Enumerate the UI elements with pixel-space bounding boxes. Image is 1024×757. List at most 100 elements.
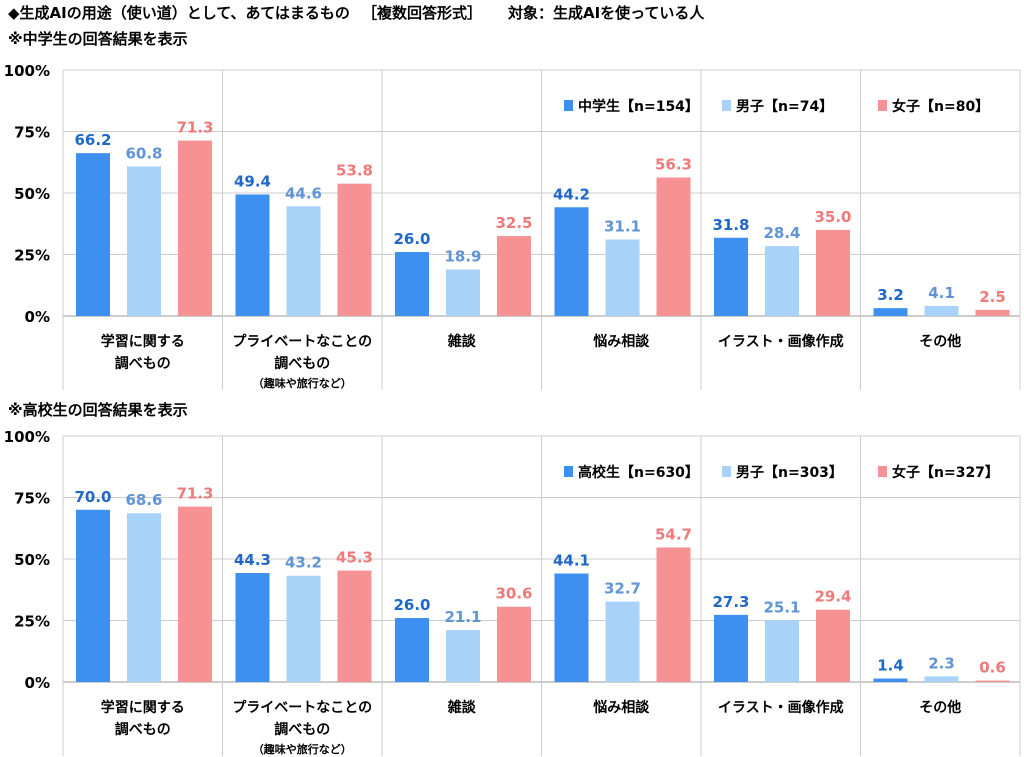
chart2-bar xyxy=(554,573,589,682)
chart2-legend-label: 女子【n=327】 xyxy=(892,464,999,481)
chart2-category-label: 調べもの xyxy=(115,721,171,738)
chart2-value-label: 26.0 xyxy=(393,596,430,614)
chart2-bar xyxy=(497,606,531,682)
chart2-legend-label: 高校生【n=630】 xyxy=(578,464,699,481)
chart2-bar xyxy=(337,570,372,682)
chart1-legend-swatch xyxy=(564,100,573,111)
chart1-value-label: 2.5 xyxy=(979,288,1006,306)
chart1-legend-label: 中学生【n=154】 xyxy=(578,98,699,115)
chart1-bar xyxy=(235,194,270,316)
chart1-category-label: 調べもの xyxy=(274,355,330,372)
title-main: ◆生成AIの用途（使い道）として、あてはまるもの xyxy=(8,4,350,22)
chart1-subtitle: ※中学生の回答結果を表示 xyxy=(8,30,188,48)
chart1-bar xyxy=(924,305,959,316)
chart1-bar xyxy=(605,239,640,316)
chart1-value-label: 44.2 xyxy=(553,185,590,203)
chart1-ytick-label: 75% xyxy=(14,124,50,142)
chart1-ytick-label: 100% xyxy=(4,62,50,80)
chart2-bar xyxy=(873,678,908,682)
chart1-value-label: 3.2 xyxy=(877,286,904,304)
chart2-bar xyxy=(816,609,850,682)
chart1-category-label: 悩み相談 xyxy=(593,333,650,350)
chart1-value-label: 18.9 xyxy=(444,248,481,266)
chart2-bar xyxy=(235,573,270,682)
chart1-legend-label: 女子【n=80】 xyxy=(892,98,989,115)
chart1-category-label: 学習に関する xyxy=(101,333,185,350)
chart2-ytick-label: 50% xyxy=(14,551,50,569)
chart1-value-label: 4.1 xyxy=(928,284,955,302)
chart2-category-label: その他 xyxy=(919,699,961,716)
chart2-category-label: 悩み相談 xyxy=(593,699,650,716)
chart1-value-label: 44.6 xyxy=(285,184,322,202)
chart2-value-label: 2.3 xyxy=(928,654,955,672)
chart2-bar xyxy=(395,618,429,682)
chart2-category-label: 学習に関する xyxy=(101,699,185,716)
chart2-bar xyxy=(76,509,110,682)
chart2-value-label: 44.1 xyxy=(553,552,590,570)
chart1-bar xyxy=(76,153,110,316)
chart1-value-label: 31.8 xyxy=(712,216,749,234)
chart2-legend-label: 男子【n=303】 xyxy=(736,465,843,481)
chart2-ytick-label: 100% xyxy=(4,428,50,446)
chart2-value-label: 30.6 xyxy=(495,585,532,603)
chart1-value-label: 28.4 xyxy=(763,224,800,242)
chart1-value-label: 66.2 xyxy=(74,131,111,149)
chart1-category-label: その他 xyxy=(919,333,961,350)
chart1-bar xyxy=(656,177,691,316)
chart2-bar xyxy=(286,575,321,682)
chart2-legend-swatch xyxy=(722,466,731,477)
chart2-bar xyxy=(975,680,1010,682)
chart2-ytick-label: 25% xyxy=(14,613,50,631)
chart2-value-label: 71.3 xyxy=(176,485,213,503)
chart1-category-label: 雑談 xyxy=(447,333,477,350)
chart2-value-label: 21.1 xyxy=(444,608,481,626)
chart2-category-label: 雑談 xyxy=(447,699,477,716)
chart2-bar xyxy=(446,630,480,682)
chart2-value-label: 25.1 xyxy=(763,598,800,616)
chart1-bar xyxy=(497,236,531,316)
chart2-bar xyxy=(656,547,691,682)
chart2-value-label: 43.2 xyxy=(285,554,322,572)
chart2-category-note: （趣味や旅行など） xyxy=(253,742,352,756)
chart2-value-label: 68.6 xyxy=(125,491,162,509)
chart1-bar xyxy=(127,166,161,316)
chart1-value-label: 53.8 xyxy=(336,162,373,180)
chart2-value-label: 32.7 xyxy=(604,580,641,598)
chart2-value-label: 70.0 xyxy=(74,488,111,506)
chart2-ytick-label: 0% xyxy=(25,674,50,692)
chart1-bar xyxy=(286,206,321,316)
chart2-category-label: イラスト・画像作成 xyxy=(718,699,844,716)
chart2-bar xyxy=(127,513,161,682)
chart1-bar xyxy=(178,140,212,316)
chart1-value-label: 26.0 xyxy=(393,230,430,248)
chart2-category-label: プライベートなことの xyxy=(232,700,372,716)
chart2-value-label: 45.3 xyxy=(336,549,373,567)
chart1-bar xyxy=(554,207,589,316)
chart1-ytick-label: 50% xyxy=(14,185,50,203)
chart2-bar xyxy=(605,601,640,682)
chart1-bar xyxy=(873,308,908,316)
chart1-bar xyxy=(395,252,429,316)
chart2-bar xyxy=(178,506,212,682)
chart-title: ◆生成AIの用途（使い道）として、あてはまるもの ［複数回答形式］ 対象：生成AIを… xyxy=(8,2,704,23)
chart2-subtitle: ※高校生の回答結果を表示 xyxy=(8,401,188,419)
chart2-value-label: 54.7 xyxy=(655,525,692,543)
chart1-value-label: 60.8 xyxy=(125,144,162,162)
chart1-ytick-label: 25% xyxy=(14,247,50,265)
chart2-category-label: 調べもの xyxy=(274,721,330,738)
chart1-value-label: 35.0 xyxy=(814,208,851,226)
chart1-category-label: 調べもの xyxy=(115,355,171,372)
chart1-category-label: プライベートなことの xyxy=(232,334,372,350)
chart1-value-label: 56.3 xyxy=(655,156,692,174)
chart2-ytick-label: 75% xyxy=(14,490,50,508)
chart1-bar xyxy=(337,183,372,316)
chart2-value-label: 27.3 xyxy=(712,593,749,611)
chart1-category-label: イラスト・画像作成 xyxy=(718,333,844,350)
chart2-value-label: 44.3 xyxy=(234,551,271,569)
chart1-category-note: （趣味や旅行など） xyxy=(253,376,352,390)
chart1-bar xyxy=(446,269,480,316)
chart2-value-label: 0.6 xyxy=(979,659,1006,677)
chart1-value-label: 31.1 xyxy=(604,217,641,235)
chart2-bar xyxy=(765,620,799,682)
